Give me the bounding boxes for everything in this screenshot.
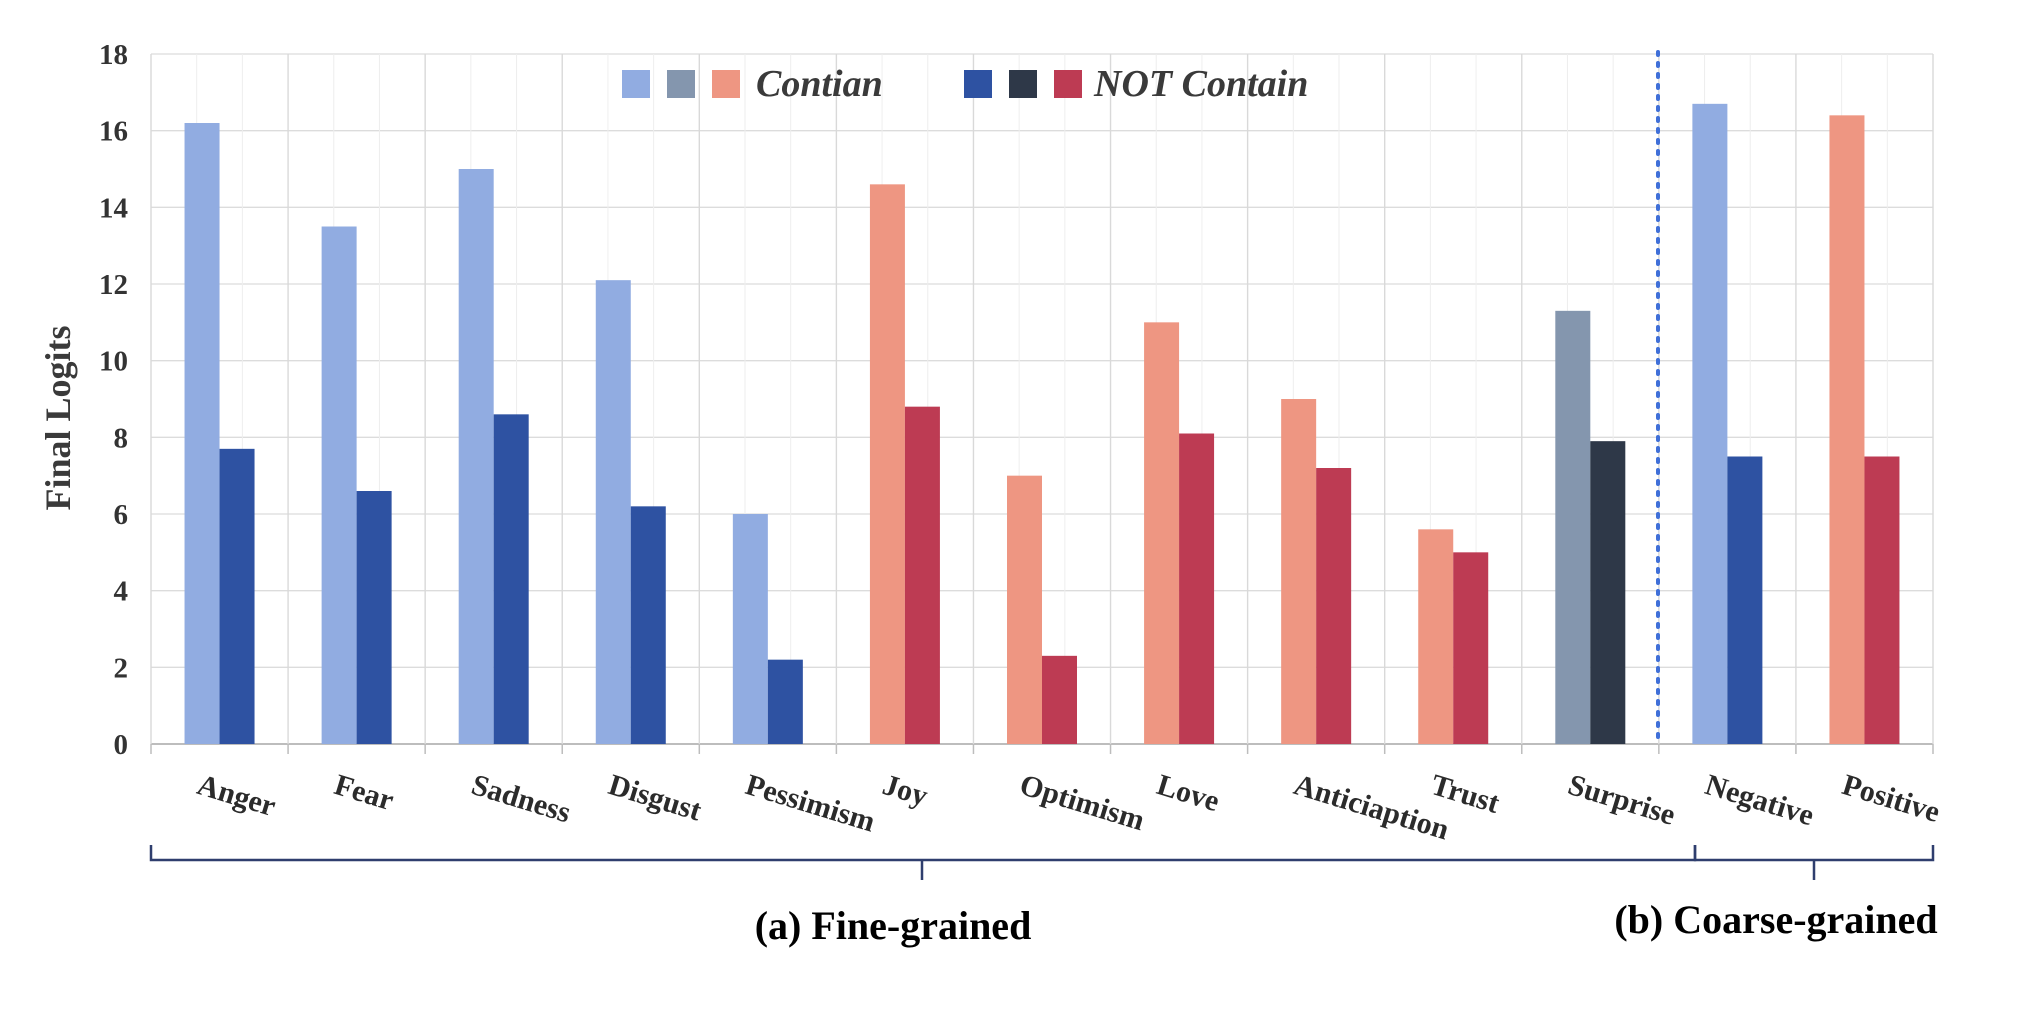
bar-anticiaption-not-contain [1316, 468, 1352, 744]
legend-swatch-contain-blue [622, 70, 650, 98]
bar-negative-not-contain [1727, 456, 1763, 744]
y-tick-label: 16 [99, 116, 128, 148]
legend-swatch-not-contain-dark [1009, 70, 1037, 98]
legend: Contian NOT Contain [622, 63, 1308, 105]
x-tick-label-negative: Negative [1701, 768, 1817, 832]
bar-anger-contain [184, 123, 220, 744]
x-tick-label-anticiaption: Anticiaption [1290, 768, 1453, 846]
x-tick-label-joy: Joy [879, 768, 932, 813]
y-tick-label: 14 [99, 192, 128, 224]
y-axis-title: Final Logits [38, 325, 78, 510]
legend-label-not-contain: NOT Contain [1093, 63, 1308, 105]
legend-swatch-contain-red [712, 70, 740, 98]
bar-fear-not-contain [356, 491, 392, 744]
bar-optimism-contain [1007, 475, 1042, 744]
bar-pessimism-contain [732, 514, 768, 744]
x-tick-label-positive: Positive [1838, 768, 1943, 829]
bar-negative-contain [1692, 103, 1728, 745]
y-tick-label: 2 [114, 652, 129, 684]
fine-grained-brace [149, 845, 1697, 880]
bar-disgust-contain [595, 280, 631, 744]
legend-swatch-contain-gray [667, 70, 695, 98]
bar-joy-not-contain [904, 406, 940, 744]
bar-layer [184, 103, 1900, 745]
bar-surprise-not-contain [1590, 441, 1626, 744]
legend-label-contain: Contian [756, 63, 883, 105]
legend-swatch-not-contain-red [1054, 70, 1082, 98]
y-tick-label: 10 [99, 346, 128, 378]
bar-positive-contain [1829, 115, 1865, 745]
bar-trust-contain [1418, 529, 1454, 744]
x-tick-label-love: Love [1153, 768, 1223, 818]
bar-pessimism-not-contain [767, 659, 803, 744]
group-label-coarse-grained: (b) Coarse-grained [1614, 897, 1937, 942]
group-label-fine-grained: (a) Fine-grained [755, 903, 1032, 948]
bar-joy-contain [869, 184, 905, 745]
bar-love-not-contain [1179, 433, 1215, 744]
bar-positive-not-contain [1864, 456, 1900, 744]
y-tick-label: 0 [114, 729, 129, 761]
bar-fear-contain [321, 226, 357, 744]
x-tick-label-pessimism: Pessimism [742, 768, 879, 839]
bar-anger-not-contain [219, 448, 255, 744]
legend-swatch-not-contain-blue [964, 70, 992, 98]
bar-optimism-not-contain [1042, 655, 1077, 744]
bar-disgust-not-contain [630, 506, 666, 744]
bar-sadness-not-contain [493, 414, 529, 744]
y-tick-label: 8 [114, 422, 129, 454]
x-tick-label-disgust: Disgust [605, 768, 706, 827]
x-tick-label-anger: Anger [193, 768, 279, 823]
x-tick-label-sadness: Sadness [468, 768, 575, 829]
bar-anticiaption-contain [1281, 399, 1317, 744]
y-tick-label: 12 [99, 269, 128, 301]
x-tick-label-optimism: Optimism [1016, 768, 1148, 837]
bar-trust-not-contain [1453, 552, 1489, 744]
bar-surprise-contain [1555, 310, 1591, 744]
x-tick-label-surprise: Surprise [1564, 768, 1679, 832]
x-tick-label-fear: Fear [331, 768, 398, 817]
bar-sadness-contain [458, 169, 494, 744]
bar-love-contain [1144, 322, 1180, 744]
y-tick-label: 6 [114, 499, 129, 531]
coarse-grained-brace [1693, 845, 1935, 880]
y-tick-label: 18 [99, 39, 128, 71]
y-tick-label: 4 [114, 576, 129, 608]
